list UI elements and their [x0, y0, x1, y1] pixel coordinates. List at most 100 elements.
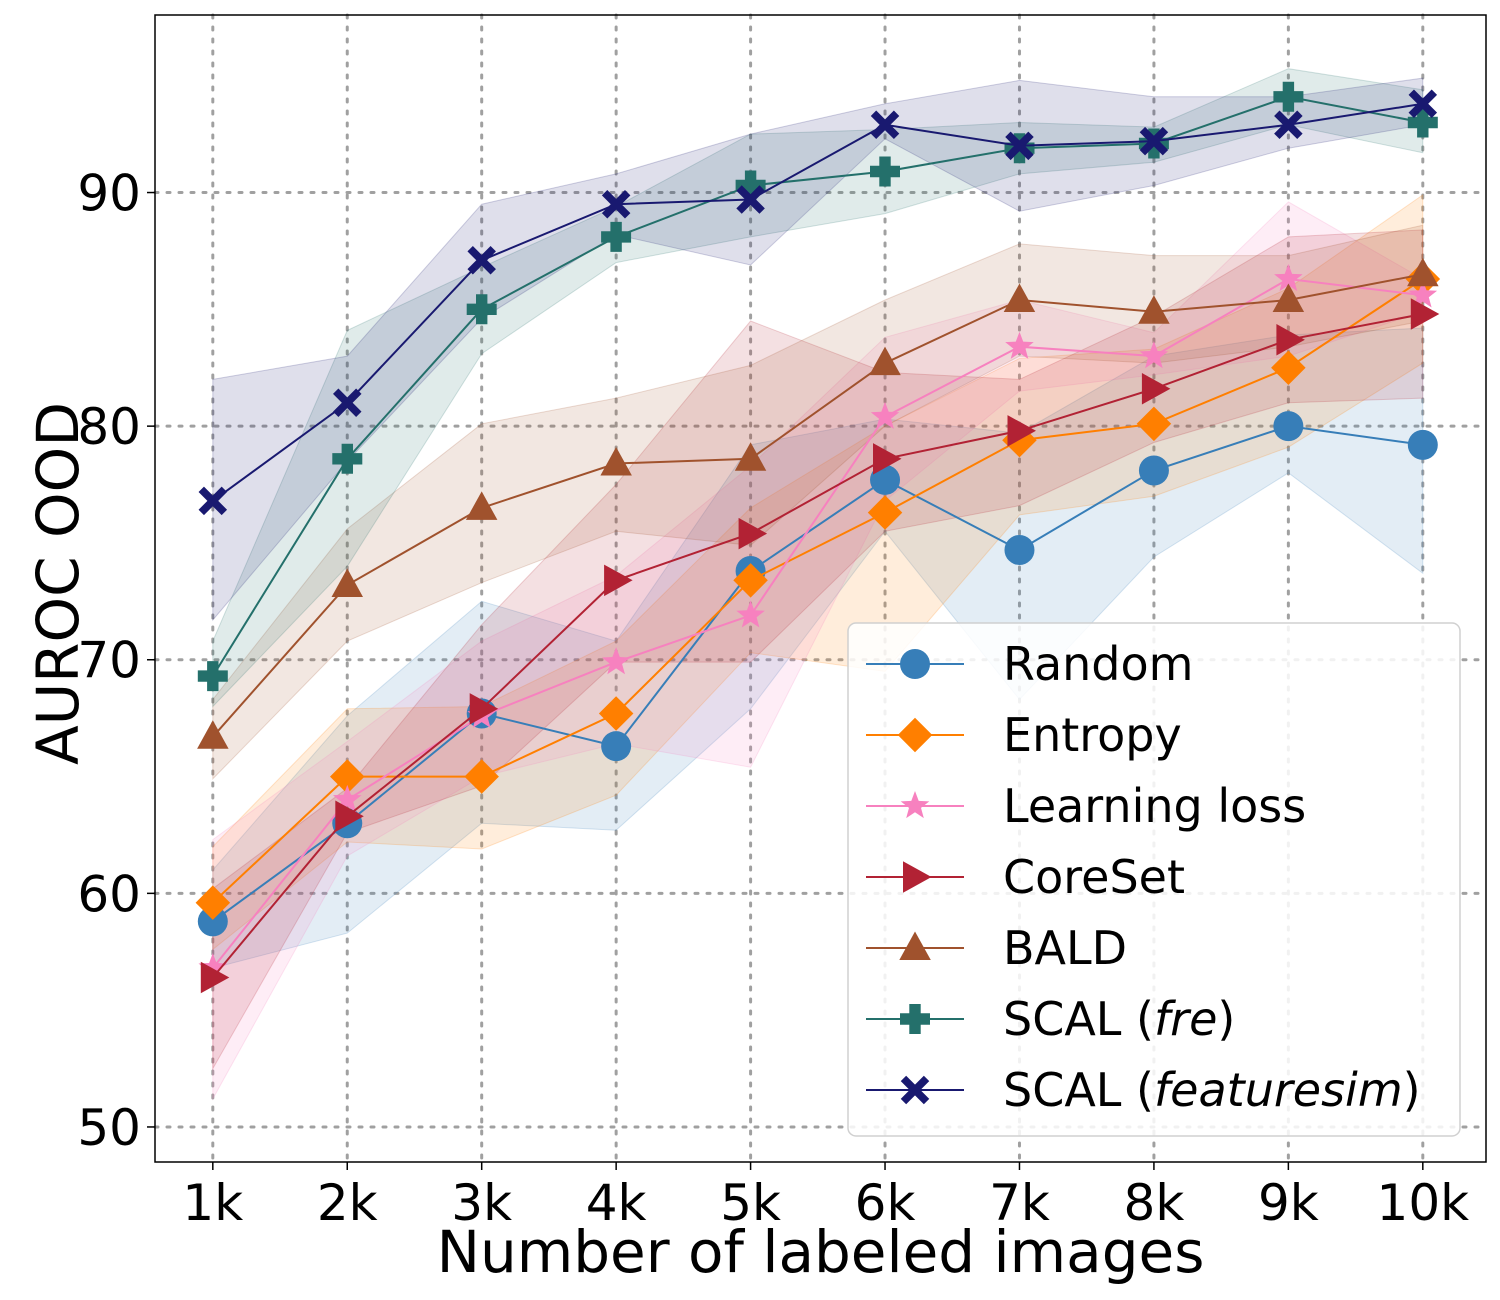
point-scal-featuresim: [467, 246, 496, 275]
point-scal-featuresim: [870, 110, 900, 140]
point-bald: [465, 491, 498, 520]
point-bald: [1003, 283, 1036, 312]
point-scal-featuresim: [1005, 131, 1034, 161]
line-scal-featuresim: [212, 102, 1423, 502]
line-random: [212, 425, 1423, 923]
point-entropy: [464, 759, 499, 794]
point-bald: [197, 720, 229, 749]
legend-label-prefix: SCAL (: [1003, 1063, 1154, 1117]
point-entropy: [195, 885, 231, 920]
point-random: [870, 464, 901, 495]
legend-marker: [900, 791, 930, 819]
line-entropy: [212, 278, 1424, 904]
line-bald: [212, 273, 1423, 738]
point-entropy: [330, 759, 365, 794]
y-tick-label: 50: [77, 1099, 141, 1157]
legend-marker: [903, 861, 932, 893]
line-learning-loss: [212, 277, 1423, 969]
point-learning-loss: [198, 953, 228, 981]
legend-entry-learning-loss: Learning loss: [866, 779, 1306, 833]
legend-entry-scal-fre: SCAL (fre): [866, 992, 1235, 1046]
point-learning-loss: [870, 401, 900, 429]
point-bald: [869, 346, 901, 376]
legend-entry-random: Random: [866, 637, 1193, 691]
legend-marker: [897, 717, 933, 753]
legend-box: [847, 622, 1461, 1137]
x-tick-label: 2k: [317, 1174, 378, 1232]
point-coreset: [335, 800, 364, 832]
legend-entry-coreset: CoreSet: [866, 850, 1185, 904]
legend-label: BALD: [1003, 921, 1127, 975]
x-tick-label: 5k: [720, 1174, 781, 1232]
legend-label-suffix: ): [1217, 992, 1235, 1046]
legend-marker: [900, 1075, 930, 1105]
point-random: [601, 731, 632, 762]
point-scal-featuresim: [198, 486, 228, 516]
point-scal-fre: [735, 170, 766, 201]
point-coreset: [1410, 298, 1440, 330]
point-scal-featuresim: [1274, 110, 1303, 140]
point-scal-fre: [197, 661, 228, 692]
point-learning-loss: [1408, 280, 1438, 308]
point-scal-featuresim: [601, 189, 631, 219]
x-tick-label: 6k: [855, 1174, 916, 1232]
x-tick-label: 4k: [586, 1174, 647, 1232]
y-tick-label: 80: [77, 398, 141, 456]
point-bald: [1272, 283, 1305, 312]
legend-label: Entropy: [1003, 708, 1182, 762]
legend-entry-bald: BALD: [866, 921, 1127, 975]
legend-marker: [900, 649, 930, 679]
legend-label-prefix: SCAL (: [1003, 992, 1154, 1046]
point-learning-loss: [333, 784, 362, 812]
series-bald: [197, 257, 1439, 749]
plot-area-frame: [154, 14, 1487, 1163]
series-entropy: [195, 261, 1441, 920]
point-bald: [331, 568, 363, 597]
band-scal-fre: [212, 68, 1424, 708]
band-coreset: [212, 229, 1424, 1071]
band-random: [212, 327, 1424, 969]
point-entropy: [1271, 350, 1306, 385]
point-coreset: [604, 564, 633, 597]
legend-marker: [899, 931, 931, 960]
x-tick-label: 1k: [182, 1174, 243, 1232]
point-coreset: [1141, 373, 1171, 405]
point-scal-fre: [1407, 107, 1438, 138]
legend-label-italic: fre: [1154, 992, 1217, 1046]
point-entropy: [733, 563, 768, 598]
point-learning-loss: [736, 600, 765, 628]
legend-label: Random: [1003, 637, 1193, 691]
x-tick-label: 9k: [1258, 1174, 1319, 1232]
point-bald: [600, 447, 632, 476]
point-random: [1273, 411, 1304, 442]
x-tick-label: 3k: [451, 1174, 512, 1232]
point-coreset: [469, 693, 499, 725]
point-entropy: [1136, 406, 1172, 442]
point-coreset: [873, 443, 902, 475]
y-tick-label: 60: [77, 865, 141, 923]
point-entropy: [867, 495, 903, 530]
line-coreset: [212, 313, 1423, 979]
legend: Random Entropy Learning loss CoreSet BALD SCA…: [847, 622, 1461, 1137]
legend-marker: [900, 1004, 930, 1034]
legend-label: CoreSet: [1003, 850, 1185, 904]
axis-ticks: 1k 2k 3k 4k 5k 6k 7k 8k 9k 10k 50 60 70 80 90: [77, 165, 1469, 1232]
point-random: [1407, 429, 1438, 460]
point-random: [197, 906, 228, 937]
legend-entry-scal-featuresim: SCAL (featuresim): [866, 1063, 1421, 1117]
point-bald: [734, 442, 767, 471]
y-axis-title: AUROC OOD: [24, 402, 92, 765]
point-learning-loss: [1139, 341, 1169, 369]
point-scal-featuresim: [1408, 89, 1438, 119]
point-entropy: [598, 696, 634, 731]
point-scal-featuresim: [333, 388, 362, 418]
legend-label-italic: featuresim: [1154, 1063, 1403, 1117]
point-scal-fre: [601, 221, 632, 252]
point-scal-fre: [1273, 81, 1304, 112]
point-learning-loss: [601, 647, 631, 675]
line-scal-fre: [211, 95, 1423, 677]
x-axis-title: Number of labeled images: [437, 1218, 1205, 1286]
point-scal-fre: [332, 443, 363, 474]
y-tick-label: 70: [77, 632, 141, 690]
